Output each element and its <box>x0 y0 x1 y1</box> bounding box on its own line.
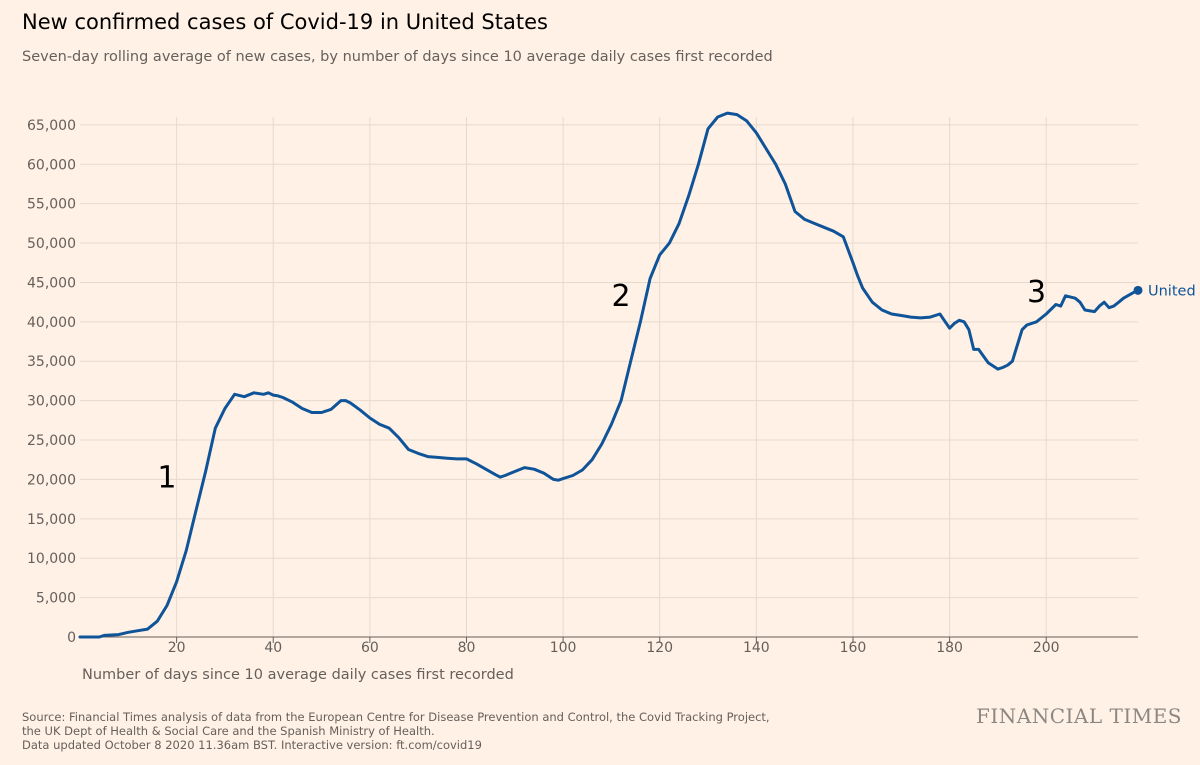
x-tick-label: 160 <box>840 640 867 656</box>
y-tick-label: 40,000 <box>27 315 76 331</box>
y-tick-label: 25,000 <box>27 433 76 449</box>
gridlines <box>80 117 1138 637</box>
source-line-3: Data updated October 8 2020 11.36am BST.… <box>22 738 482 752</box>
y-tick-label: 60,000 <box>27 157 76 173</box>
x-tick-label: 140 <box>743 640 770 656</box>
x-tick-label: 80 <box>458 640 476 656</box>
x-tick-label: 180 <box>936 640 963 656</box>
x-tick-label: 200 <box>1033 640 1060 656</box>
wave-annotation: 1 <box>157 460 176 495</box>
axes: 0 5,000 10,000 15,000 20,000 25,000 30,000 35,0… <box>27 118 1138 656</box>
annotations: 1 2 3 <box>157 275 1046 495</box>
source-note: Source: Financial Times analysis of data… <box>22 710 770 752</box>
ft-logo: FINANCIAL TIMES <box>975 704 1182 728</box>
line-chart: 0 5,000 10,000 15,000 20,000 25,000 30,000 35,0… <box>27 111 1196 683</box>
source-line-2: the UK Dept of Health & Social Care and … <box>22 724 435 738</box>
chart-title: New confirmed cases of Covid-19 in Unite… <box>22 10 548 34</box>
y-tick-label: 5,000 <box>36 591 76 607</box>
y-tick-label: 55,000 <box>27 197 76 213</box>
series-end-label: United <box>1148 283 1196 299</box>
series-line-united <box>78 111 1140 639</box>
y-tick-label: 50,000 <box>27 236 76 252</box>
y-tick-label: 30,000 <box>27 394 76 410</box>
wave-annotation: 2 <box>612 279 631 314</box>
y-tick-label: 65,000 <box>27 118 76 134</box>
x-tick-label: 120 <box>646 640 673 656</box>
y-tick-label: 15,000 <box>27 512 76 528</box>
series-layer: United <box>78 111 1196 639</box>
x-tick-label: 20 <box>168 640 186 656</box>
chart-subtitle: Seven-day rolling average of new cases, … <box>22 49 773 65</box>
source-line-1: Source: Financial Times analysis of data… <box>22 710 770 724</box>
x-tick-label: 60 <box>361 640 379 656</box>
series-end-marker <box>1133 285 1143 295</box>
x-tick-label: 40 <box>264 640 282 656</box>
y-tick-label: 10,000 <box>27 551 76 567</box>
wave-annotation: 3 <box>1027 275 1046 310</box>
y-tick-label: 0 <box>67 630 76 646</box>
y-tick-label: 20,000 <box>27 472 76 488</box>
x-axis-label: Number of days since 10 average daily ca… <box>82 667 514 683</box>
x-tick-label: 100 <box>550 640 577 656</box>
y-tick-label: 45,000 <box>27 275 76 291</box>
y-tick-label: 35,000 <box>27 354 76 370</box>
